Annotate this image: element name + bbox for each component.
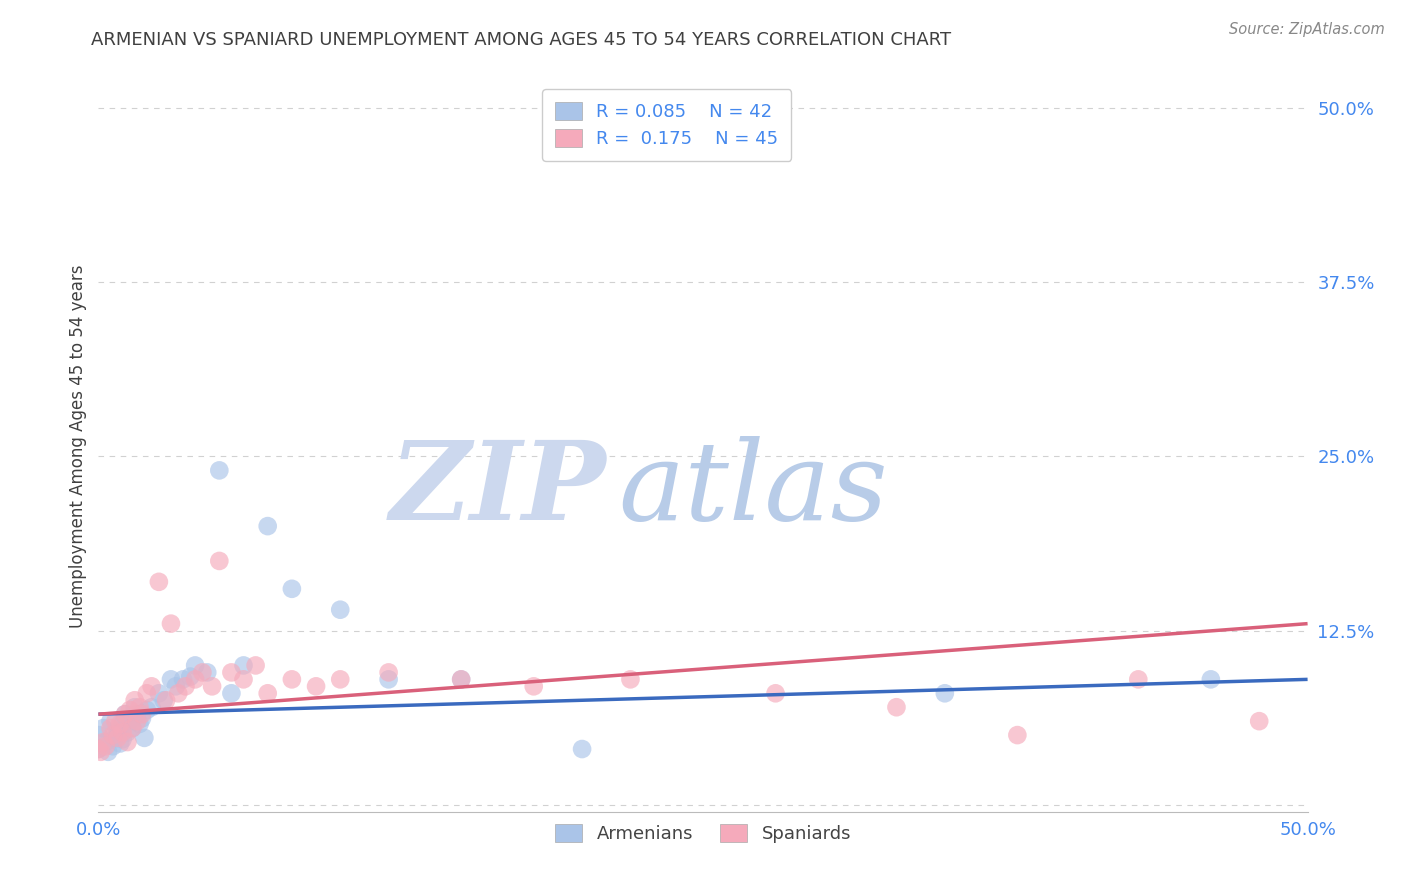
Point — [124, 700, 146, 714]
Point — [121, 721, 143, 735]
Text: atlas: atlas — [619, 436, 889, 543]
Point — [128, 717, 150, 731]
Point — [221, 665, 243, 680]
Point — [208, 463, 231, 477]
Point — [100, 714, 122, 728]
Point — [131, 707, 153, 722]
Point — [281, 673, 304, 687]
Point — [174, 679, 197, 693]
Point — [134, 731, 156, 745]
Point — [118, 714, 141, 728]
Point — [377, 673, 399, 687]
Point — [94, 735, 117, 749]
Point — [1128, 673, 1150, 687]
Point — [191, 665, 214, 680]
Point — [101, 728, 124, 742]
Point — [221, 686, 243, 700]
Point — [127, 714, 149, 728]
Point — [87, 742, 110, 756]
Point — [619, 673, 641, 687]
Point — [111, 725, 134, 739]
Point — [148, 686, 170, 700]
Point — [571, 742, 593, 756]
Point — [114, 707, 136, 722]
Text: ZIP: ZIP — [389, 436, 606, 543]
Point — [155, 693, 177, 707]
Point — [87, 728, 110, 742]
Point — [127, 707, 149, 722]
Point — [121, 721, 143, 735]
Point — [1007, 728, 1029, 742]
Point — [108, 736, 131, 750]
Point — [124, 693, 146, 707]
Point — [329, 673, 352, 687]
Point — [108, 717, 131, 731]
Point — [111, 732, 134, 747]
Point — [91, 721, 114, 735]
Point — [117, 725, 139, 739]
Point — [232, 658, 254, 673]
Point — [886, 700, 908, 714]
Point — [305, 679, 328, 693]
Point — [114, 707, 136, 722]
Point — [201, 679, 224, 693]
Point — [450, 673, 472, 687]
Point — [104, 714, 127, 728]
Point — [934, 686, 956, 700]
Point — [184, 673, 207, 687]
Text: Source: ZipAtlas.com: Source: ZipAtlas.com — [1229, 22, 1385, 37]
Point — [90, 745, 112, 759]
Point — [256, 686, 278, 700]
Point — [160, 616, 183, 631]
Point — [104, 731, 127, 745]
Point — [208, 554, 231, 568]
Point — [101, 739, 124, 754]
Point — [107, 731, 129, 745]
Legend: Armenians, Spaniards: Armenians, Spaniards — [548, 816, 858, 850]
Point — [118, 703, 141, 717]
Point — [128, 700, 150, 714]
Point — [377, 665, 399, 680]
Point — [131, 711, 153, 725]
Point — [167, 686, 190, 700]
Point — [87, 742, 110, 756]
Point — [179, 669, 201, 683]
Point — [117, 735, 139, 749]
Point — [1199, 673, 1222, 687]
Point — [165, 679, 187, 693]
Point — [160, 673, 183, 687]
Point — [111, 717, 134, 731]
Text: ARMENIAN VS SPANIARD UNEMPLOYMENT AMONG AGES 45 TO 54 YEARS CORRELATION CHART: ARMENIAN VS SPANIARD UNEMPLOYMENT AMONG … — [91, 31, 952, 49]
Point — [1249, 714, 1271, 728]
Point — [195, 665, 218, 680]
Point — [141, 679, 163, 693]
Point — [100, 721, 122, 735]
Point — [450, 673, 472, 687]
Point — [172, 673, 194, 687]
Point — [107, 723, 129, 738]
Point — [97, 745, 120, 759]
Y-axis label: Unemployment Among Ages 45 to 54 years: Unemployment Among Ages 45 to 54 years — [69, 264, 87, 628]
Point — [329, 603, 352, 617]
Point — [148, 574, 170, 589]
Point — [245, 658, 267, 673]
Point — [523, 679, 546, 693]
Point — [135, 686, 157, 700]
Point — [141, 700, 163, 714]
Point — [184, 658, 207, 673]
Point — [91, 735, 114, 749]
Point — [94, 739, 117, 754]
Point — [232, 673, 254, 687]
Point — [152, 693, 174, 707]
Point — [765, 686, 787, 700]
Point — [281, 582, 304, 596]
Point — [135, 703, 157, 717]
Point — [256, 519, 278, 533]
